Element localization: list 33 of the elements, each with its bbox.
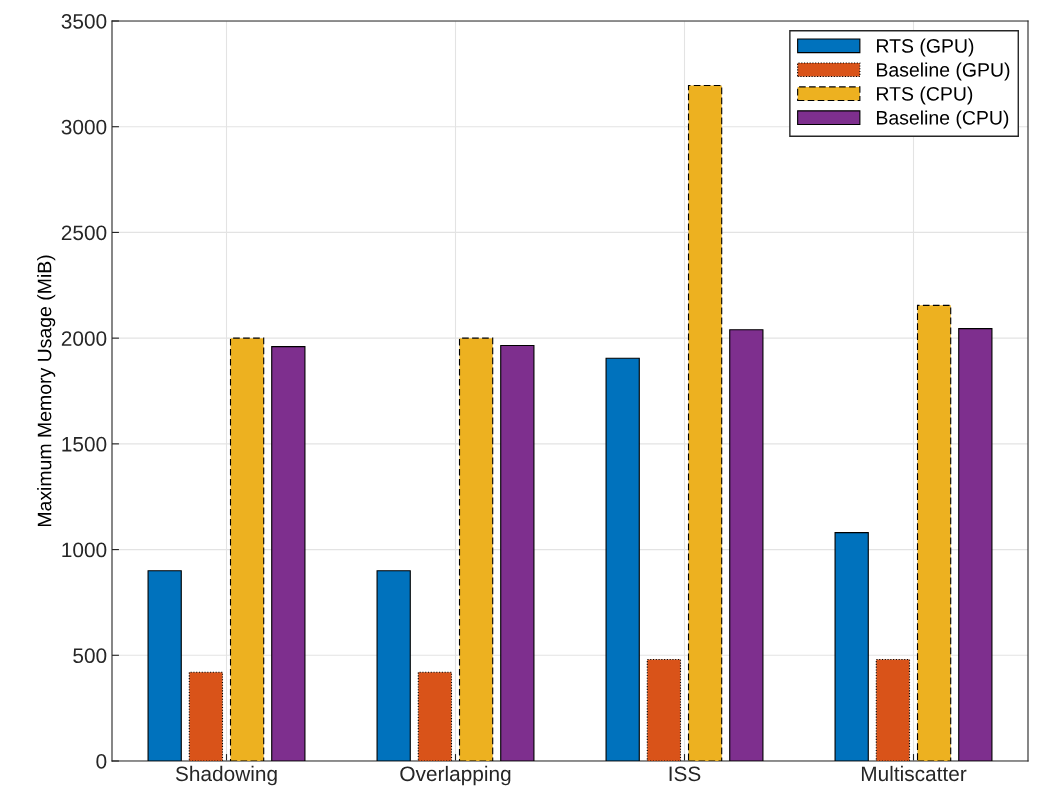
bar (646, 658, 682, 761)
x-tick-label: Overlapping (400, 765, 511, 786)
y-tick-label: 2000 (61, 331, 107, 346)
bar (916, 304, 952, 761)
bar (229, 337, 265, 761)
y-tick-label: 3500 (61, 14, 107, 29)
y-tick-label: 3000 (61, 119, 107, 135)
bar (875, 658, 911, 761)
bar (958, 328, 993, 761)
x-tick-label: Multiscatter (861, 765, 967, 782)
y-tick-label: 2500 (61, 225, 107, 241)
legend-label: Baseline (GPU) (877, 62, 1010, 81)
y-tick-label: 1000 (62, 542, 107, 558)
y-tick-label: 1500 (62, 436, 107, 452)
bar (271, 346, 306, 761)
bar (500, 344, 535, 761)
x-tick-label: Shadowing (175, 765, 277, 786)
y-tick-label: 500 (73, 648, 107, 664)
bar (458, 337, 494, 761)
y-tick-label: 0 (96, 754, 107, 769)
legend-label: RTS (GPU) (877, 38, 974, 57)
bar (376, 570, 411, 761)
bar (687, 84, 723, 761)
y-axis-title: Maximum Memory Usage (MiB) (37, 255, 56, 527)
legend-label: Baseline (CPU) (877, 110, 1009, 129)
bar (188, 671, 224, 761)
legend-label: RTS (CPU) (877, 86, 973, 105)
bar (605, 357, 640, 761)
bar (417, 671, 453, 761)
bar (834, 532, 869, 761)
bar (729, 329, 764, 761)
x-tick-label: ISS (669, 766, 701, 782)
bar (147, 570, 182, 761)
